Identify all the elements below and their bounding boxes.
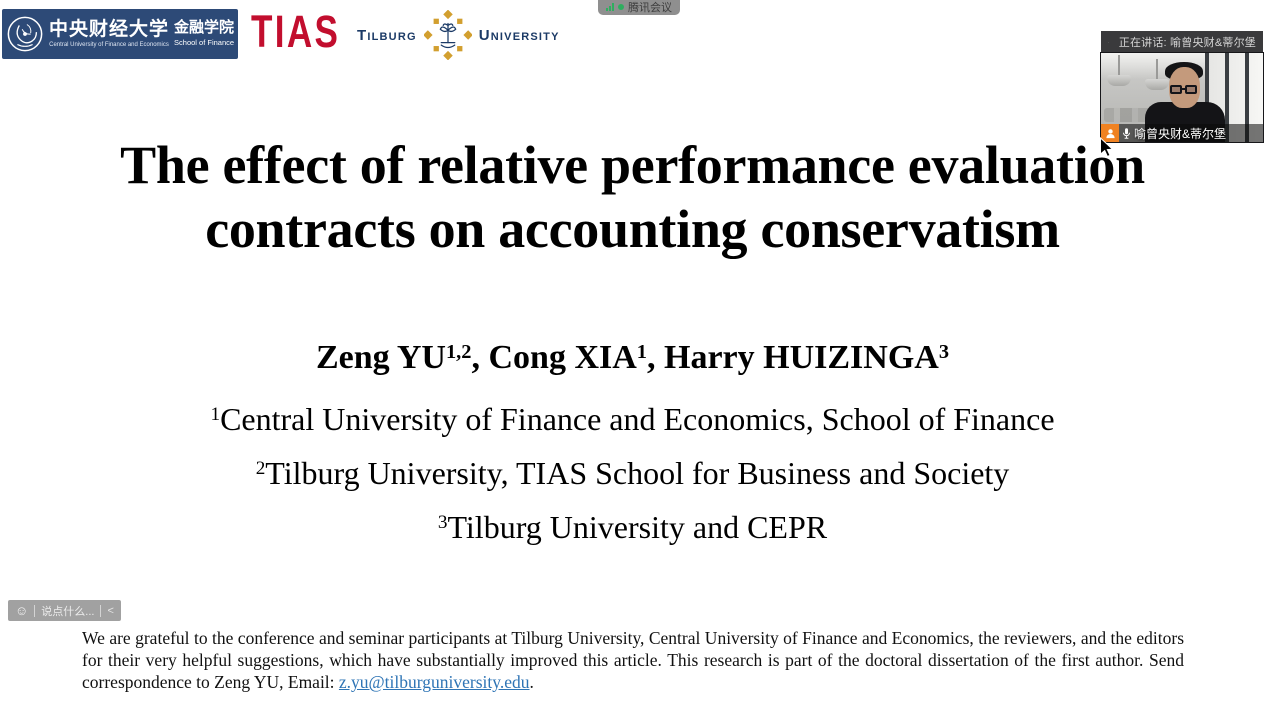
tilburg-university-logo: Tilburg University (357, 9, 560, 61)
affiliation-superscript: 1 (210, 404, 221, 426)
microphone-icon (1123, 127, 1130, 139)
affiliation-text: Tilburg University and CEPR (447, 509, 828, 545)
cufe-chinese-name: 中央财经大学 (49, 19, 170, 40)
affiliations-block: 1Central University of Finance and Econo… (0, 395, 1265, 557)
participant-glasses (1170, 84, 1200, 94)
author-separator: , (647, 339, 664, 376)
author-name: Zeng YU (315, 339, 446, 376)
room-furniture (1104, 108, 1152, 122)
slide-title: The effect of relative performance evalu… (0, 133, 1265, 261)
cufe-name-block: 中央财经大学 Central University of Finance and… (49, 20, 169, 48)
cufe-school-block: 金融学院 School of Finance (174, 21, 236, 47)
school-english-name: School of Finance (174, 38, 235, 48)
affiliation-line: 2Tilburg University, TIAS School for Bus… (0, 449, 1265, 503)
author-superscript: 3 (938, 340, 950, 363)
divider (100, 604, 102, 617)
authors-line: Zeng YU1,2, Cong XIA1, Harry HUIZINGA3 (0, 337, 1265, 383)
collapse-chevron-icon[interactable]: < (107, 604, 114, 617)
speaking-label: 正在讲话: 喻曾央财&蒂尔堡 (1118, 37, 1256, 49)
affiliation-line: 3Tilburg University and CEPR (0, 503, 1265, 557)
author-superscript: 1 (636, 340, 647, 363)
chat-input-placeholder[interactable]: 说点什么... (41, 605, 95, 618)
tias-logo: TIAS (251, 6, 341, 57)
status-dot-icon (618, 3, 624, 10)
webcam-overlay[interactable]: 正在讲话: 喻曾央财&蒂尔堡 (1101, 31, 1263, 142)
pendant-lamp (1145, 59, 1169, 90)
email-link[interactable]: z.yu@tilburguniversity.edu (338, 672, 530, 692)
signal-bars-icon (606, 2, 614, 11)
footnote-period: . (529, 672, 534, 692)
emoji-icon[interactable]: ☺ (15, 603, 29, 618)
divider (34, 604, 36, 617)
chat-quick-bar[interactable]: ☺ 说点什么... < (8, 600, 121, 621)
school-chinese-name: 金融学院 (174, 20, 235, 37)
affiliation-superscript: 3 (437, 512, 448, 534)
author-name: Cong XIA (488, 339, 637, 376)
author-separator: , (471, 339, 489, 376)
cufe-logo: 中央财经大学 Central University of Finance and… (2, 9, 238, 59)
footnote-text: We are grateful to the conference and se… (82, 628, 1184, 692)
speaking-banner: 正在讲话: 喻曾央财&蒂尔堡 (1101, 31, 1263, 53)
university-wordmark: University (478, 26, 560, 44)
meeting-app-badge[interactable]: 腾讯会议 (598, 0, 680, 15)
slide-title-line1: The effect of relative performance evalu… (120, 135, 1145, 195)
microphone-icon (1108, 41, 1109, 43)
tilburg-emblem-icon (423, 10, 472, 60)
pendant-lamp (1107, 55, 1131, 86)
participant-name: 喻曾央财&蒂尔堡 (1134, 126, 1227, 141)
participant-name-bar: 喻曾央财&蒂尔堡 (1101, 124, 1263, 142)
author-superscript: 1,2 (445, 340, 472, 363)
affiliation-text: Tilburg University, TIAS School for Busi… (265, 455, 1010, 491)
footnote: We are grateful to the conference and se… (82, 627, 1184, 693)
tilburg-wordmark: Tilburg (357, 26, 417, 44)
participant-face (1169, 67, 1200, 108)
author-name: Harry HUIZINGA (664, 339, 939, 376)
cufe-english-name: Central University of Finance and Econom… (49, 42, 169, 48)
meeting-app-name: 腾讯会议 (628, 1, 672, 14)
webcam-video[interactable]: 喻曾央财&蒂尔堡 (1101, 53, 1263, 142)
cufe-seal-icon (7, 16, 43, 52)
affiliation-line: 1Central University of Finance and Econo… (0, 395, 1265, 449)
participant-avatar-icon (1101, 124, 1119, 142)
affiliation-superscript: 2 (255, 458, 266, 480)
mouse-cursor (1100, 137, 1114, 158)
slide-title-line2: contracts on accounting conservatism (205, 199, 1060, 259)
affiliation-text: Central University of Finance and Econom… (220, 401, 1055, 437)
